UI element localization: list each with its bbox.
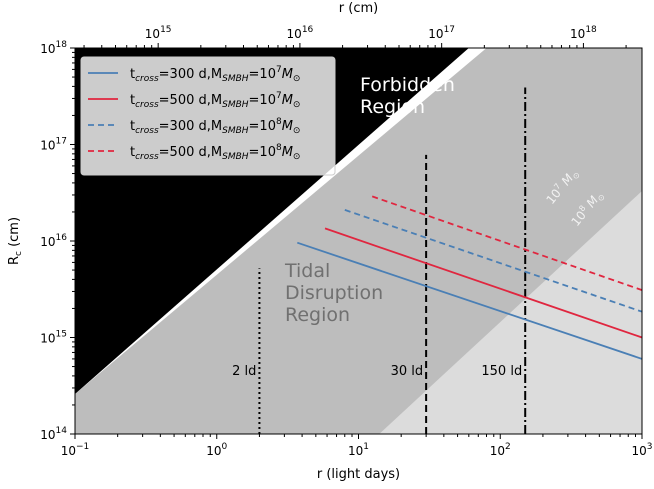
forbidden-region-label: Region <box>360 96 425 118</box>
x-tick-label: 103 <box>631 442 652 458</box>
y-axis-label: Rc (cm) <box>7 217 24 265</box>
y-tick-label: 1016 <box>40 233 67 249</box>
tidal-region-label: Tidal <box>284 260 330 282</box>
y-tick-label: 1017 <box>40 137 67 153</box>
series-line <box>324 227 642 339</box>
axes-layer: 10−1 100 101 102 103 1014 1015 1016 1017 1018 1015… <box>40 25 652 458</box>
legend-box <box>80 56 336 176</box>
series-line <box>371 195 642 291</box>
legend-label: tcross=500 d,MSMBH=107M⊙ <box>130 91 300 110</box>
series-line <box>344 209 642 313</box>
tidal-region-label: Disruption <box>285 282 383 304</box>
band-label: 107 M⊙ <box>543 165 582 208</box>
band-label: 108 M⊙ <box>568 187 607 230</box>
legend-label: tcross=500 d,MSMBH=108M⊙ <box>130 143 300 162</box>
lines-layer <box>258 87 642 434</box>
x2-tick-label: 1017 <box>428 25 455 41</box>
x-tick-label: 102 <box>490 442 511 458</box>
region-labels-layer: 2 ld 30 ld 150 ldForbiddenRegionTidalDisru… <box>232 74 607 379</box>
legend-label: tcross=300 d,MSMBH=107M⊙ <box>130 65 300 84</box>
series-line <box>297 241 642 360</box>
y-tick-label: 1018 <box>40 40 67 56</box>
x-tick-label: 10−1 <box>61 442 90 458</box>
legend: tcross=300 d,MSMBH=107M⊙ tcross=500 d,MSM… <box>80 56 336 176</box>
y-tick-label: 1015 <box>40 330 67 346</box>
vline-label: 30 ld <box>391 364 424 379</box>
x-tick-label: 101 <box>348 442 369 458</box>
regions-layer <box>75 48 642 434</box>
forbidden-region-label: Forbidden <box>360 74 455 96</box>
vline-label: 2 ld <box>232 364 256 379</box>
tidal-disruption-region <box>75 48 642 434</box>
x2-tick-label: 1015 <box>145 25 172 41</box>
x2-tick-label: 1016 <box>287 25 314 41</box>
legend-label: tcross=300 d,MSMBH=108M⊙ <box>130 117 300 136</box>
x2-axis-label: r (cm) <box>339 1 378 16</box>
x2-tick-label: 1018 <box>570 25 597 41</box>
y-tick-label: 1014 <box>40 426 67 442</box>
x-tick-label: 100 <box>206 442 227 458</box>
vline-label: 150 ld <box>481 364 522 379</box>
tidal-region-label: Region <box>285 304 350 326</box>
x-axis-label: r (light days) <box>317 467 400 482</box>
